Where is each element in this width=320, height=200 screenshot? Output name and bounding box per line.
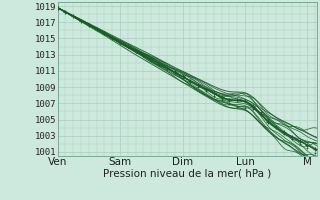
- X-axis label: Pression niveau de la mer( hPa ): Pression niveau de la mer( hPa ): [103, 169, 271, 179]
